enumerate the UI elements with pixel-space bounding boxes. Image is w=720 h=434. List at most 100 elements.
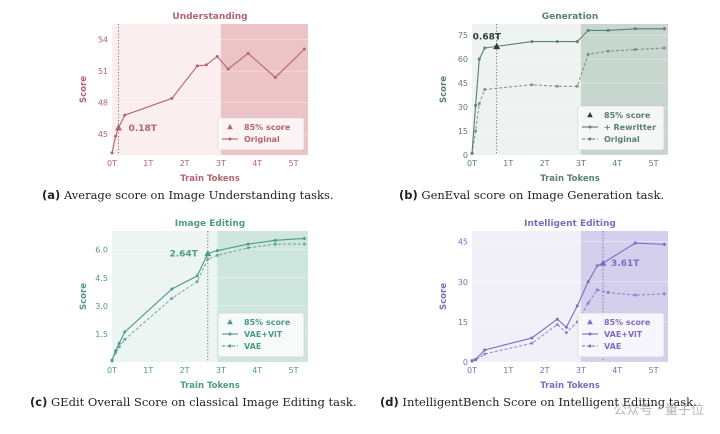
x-tick-label: 2T [540,366,550,375]
data-point [114,351,118,355]
legend-triangle [587,319,593,325]
x-tick-label: 2T [180,366,190,375]
data-point [195,280,199,284]
data-point [206,257,210,261]
y-tick-label: 30 [458,103,468,112]
data-point [302,47,306,51]
chart-svg: Generation Train Tokens Score 0T 1T 2T 3T 4T 5T 0… [439,12,668,184]
data-point [586,52,590,56]
legend-label: VAE+ViT [244,330,283,339]
data-point [564,325,568,329]
x-tick-label: 2T [540,159,550,168]
x-tick-label: 5T [288,366,298,375]
legend-point [228,137,232,141]
data-point [483,352,487,356]
y-tick-label: 54 [98,36,108,45]
caption-b: (b) GenEval score on Image Generation ta… [399,188,664,202]
x-tick-label: 1T [503,366,513,375]
data-point [595,288,599,292]
marker-label: 0.68T [473,32,502,42]
data-point [530,341,534,345]
y-axis-label: Score [439,76,449,103]
data-point [564,331,568,335]
caption-a-text: Average score on Image Understanding tas… [63,188,334,202]
x-tick-label: 1T [143,366,153,375]
legend-label: 85% score [244,318,291,327]
data-point [555,40,559,44]
threshold-marker [115,124,122,131]
data-point [204,63,208,67]
chart-understanding: Understanding Train Tokens Score 0T 1T 2T 3T 4T… [0,0,360,185]
data-point [633,293,637,297]
data-point [123,330,127,334]
legend-label: 85% score [604,111,651,120]
x-tick-label: 4T [252,366,262,375]
data-point [662,242,666,246]
data-point [117,341,121,345]
data-point [606,28,610,32]
x-tick-label: 2T [180,159,190,168]
x-axis-label: Train Tokens [180,174,240,184]
caption-d-text: IntelligentBench Score on Intelligent Ed… [402,395,697,409]
series-line [471,28,665,154]
data-point [246,242,250,246]
data-point [530,83,534,87]
data-point [586,280,590,284]
data-point [110,151,114,155]
data-point [474,103,478,107]
data-point [273,242,277,246]
caption-d: (d) IntelligentBench Score on Intelligen… [380,395,697,409]
legend-label: Original [244,135,280,144]
threshold-marker [204,249,212,257]
data-point [474,129,478,133]
marker-label: 0.18T [129,124,158,134]
caption-c-tag: (c) [30,395,48,409]
legend-point [588,344,592,348]
caption-b-tag: (b) [399,188,418,202]
y-axis-label: Score [79,283,89,310]
y-tick-label: 6.0 [95,246,108,255]
legend-box [577,105,665,151]
chart-svg: Intelligent Editing Train Tokens Score 0T 1T… [439,219,668,391]
x-tick-label: 5T [648,366,658,375]
y-tick-label: 0 [463,358,468,367]
x-tick-label: 0T [107,366,117,375]
x-tick-label: 1T [143,159,153,168]
chart-title: Intelligent Editing [524,219,616,229]
x-tick-label: 0T [467,366,477,375]
legend-label: 85% score [244,123,291,132]
chart-image-editing: Image Editing Train Tokens Score 0T 1T 2T 3T 4T… [0,207,360,392]
y-tick-label: 4.5 [95,274,108,283]
data-point [586,301,590,305]
legend-box [217,312,305,358]
data-point [302,242,306,246]
data-point [606,49,610,53]
data-point [170,96,174,100]
legend-label: + Rewritter [604,123,656,132]
y-tick-label: 0 [463,151,468,160]
data-point [633,241,637,245]
legend-label: VAE+ViT [604,330,643,339]
legend-label: 85% score [604,318,651,327]
marker-label: 2.64T [169,249,198,259]
x-tick-label: 0T [467,159,477,168]
x-tick-label: 4T [252,159,262,168]
chart-generation: Generation Train Tokens Score 0T 1T 2T 3T 4T 5T 0… [360,0,720,185]
legend-triangle [227,319,233,325]
data-point [662,27,666,31]
data-point [215,54,219,58]
x-axis-label: Train Tokens [540,381,600,391]
series-line [471,289,665,362]
x-tick-label: 3T [576,159,586,168]
data-point [662,46,666,50]
chart-title: Generation [542,12,599,22]
y-tick-label: 45 [458,79,468,88]
legend-point [588,125,592,129]
x-tick-label: 4T [612,366,622,375]
data-point [483,348,487,352]
data-point [302,236,306,240]
data-point [575,304,579,308]
y-tick-label: 60 [458,55,468,64]
y-tick-label: 45 [98,130,108,139]
y-tick-label: 3.0 [95,302,108,311]
